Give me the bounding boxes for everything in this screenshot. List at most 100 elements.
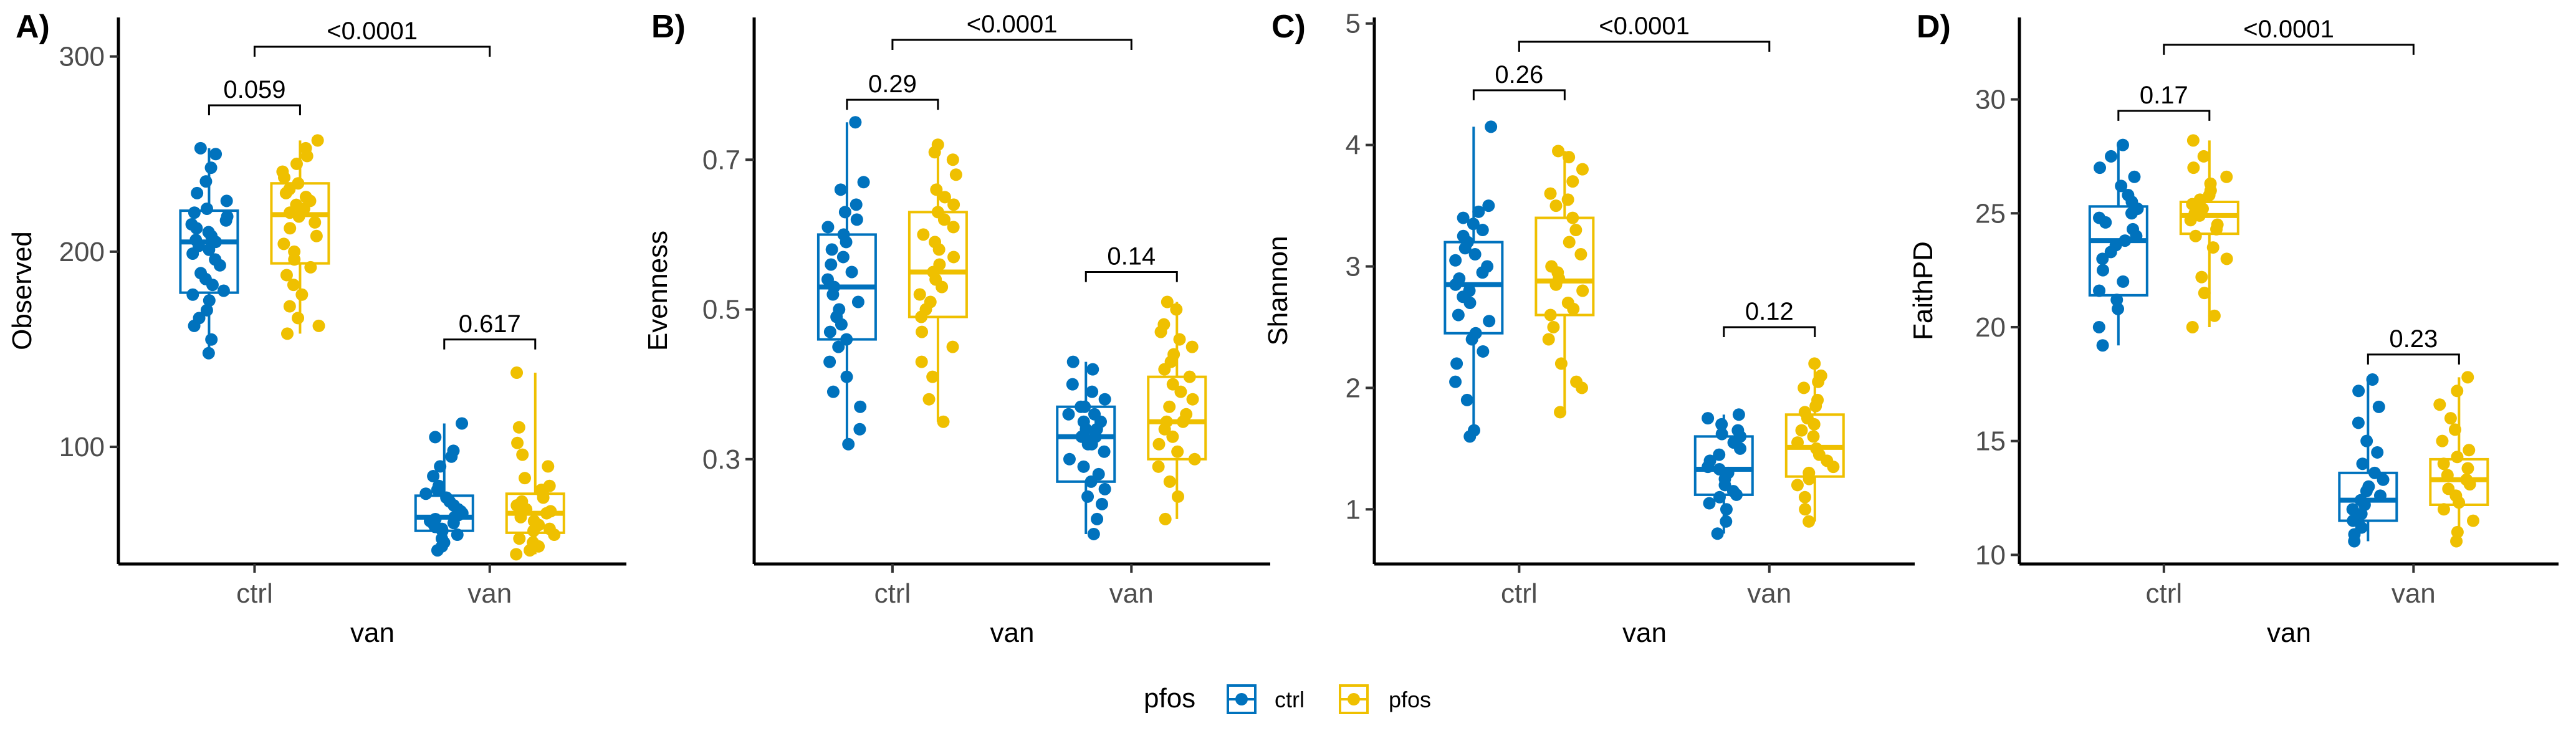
data-point xyxy=(1791,436,1804,449)
data-point xyxy=(277,237,290,251)
data-point xyxy=(1453,272,1466,285)
data-point xyxy=(511,436,524,449)
y-tick-label: 200 xyxy=(59,237,105,267)
legend: pfos ctrl pfos xyxy=(1144,683,1431,714)
panel-label: A) xyxy=(16,9,50,45)
legend-title: pfos xyxy=(1144,683,1195,714)
data-point xyxy=(916,325,929,338)
data-point xyxy=(1713,490,1726,504)
data-point xyxy=(189,234,203,247)
significance-bracket: <0.0001 xyxy=(253,17,491,57)
data-point xyxy=(2198,287,2211,300)
x-axis-title: van xyxy=(1622,618,1667,648)
data-point xyxy=(1814,369,1827,382)
data-point xyxy=(1570,375,1583,388)
data-point xyxy=(1450,357,1463,370)
data-point xyxy=(1808,357,1821,370)
data-point xyxy=(2373,489,2387,502)
y-axis-title: Observed xyxy=(7,231,37,350)
data-point xyxy=(440,491,453,504)
bracket-line xyxy=(253,45,491,57)
data-point xyxy=(840,370,853,383)
data-point xyxy=(1468,248,1482,261)
box-ctrl-ctrl xyxy=(816,116,877,451)
data-point xyxy=(821,273,834,286)
data-point xyxy=(1569,224,1582,237)
data-point xyxy=(299,141,312,155)
data-point xyxy=(1720,503,1733,516)
data-point xyxy=(2466,514,2479,527)
data-point xyxy=(2371,446,2384,459)
data-point xyxy=(312,319,325,332)
data-point xyxy=(1791,479,1804,492)
data-point xyxy=(1482,199,1495,213)
x-tick-label-van: van xyxy=(1109,578,1154,609)
significance-bracket: 0.26 xyxy=(1472,61,1566,100)
data-point xyxy=(1561,193,1574,206)
box-van-ctrl xyxy=(1056,355,1116,540)
data-point xyxy=(1166,430,1179,443)
bracket-line xyxy=(2367,353,2460,365)
x-axis-title: van xyxy=(2267,618,2311,648)
data-point xyxy=(2096,264,2109,277)
data-point xyxy=(1062,408,1075,421)
data-point xyxy=(543,479,556,492)
data-point xyxy=(513,532,526,545)
data-point xyxy=(2437,457,2450,471)
legend-key-ctrl xyxy=(1227,684,1257,714)
data-point xyxy=(283,183,296,196)
data-point xyxy=(2186,134,2200,147)
data-point xyxy=(209,253,222,266)
data-point xyxy=(922,393,936,406)
p-value-label: <0.0001 xyxy=(327,17,418,45)
data-point xyxy=(1703,497,1716,510)
data-point xyxy=(833,303,846,316)
panel-label: C) xyxy=(1271,9,1306,45)
data-point xyxy=(1159,512,1172,525)
p-value-label: 0.29 xyxy=(868,70,917,98)
data-point xyxy=(200,303,213,317)
data-point xyxy=(836,251,850,264)
data-point xyxy=(946,340,959,353)
data-point xyxy=(915,355,928,368)
data-point xyxy=(299,191,312,204)
data-point xyxy=(1087,527,1100,540)
data-point xyxy=(2461,371,2474,384)
data-point xyxy=(845,265,858,279)
data-point xyxy=(924,295,937,308)
data-point xyxy=(1472,205,1485,218)
p-value-label: 0.059 xyxy=(223,76,285,103)
data-point xyxy=(1547,320,1560,333)
data-point xyxy=(1561,296,1574,309)
data-point xyxy=(1807,430,1820,443)
y-tick-label: 4 xyxy=(1346,130,1361,161)
data-point xyxy=(288,245,301,258)
data-point xyxy=(1702,412,1715,425)
data-point xyxy=(1715,428,1728,441)
y-tick-label: 3 xyxy=(1346,252,1361,282)
data-point xyxy=(276,165,289,178)
box-ctrl-pfos xyxy=(907,138,968,428)
data-point xyxy=(2112,302,2125,315)
data-point xyxy=(1810,442,1823,455)
data-point xyxy=(1476,224,1489,237)
data-point xyxy=(1545,260,1558,273)
data-point xyxy=(1161,295,1174,308)
data-point xyxy=(2115,179,2128,193)
panel-label: D) xyxy=(1917,9,1951,45)
data-point xyxy=(1563,236,1576,249)
significance-bracket: 0.14 xyxy=(1085,242,1178,282)
data-point xyxy=(1188,452,1201,466)
x-axis-title: van xyxy=(990,618,1035,648)
data-point xyxy=(2356,457,2369,471)
data-point xyxy=(2451,525,2464,538)
data-point xyxy=(542,460,555,473)
data-point xyxy=(1576,284,1589,297)
data-point xyxy=(2448,423,2461,436)
data-point xyxy=(544,505,557,518)
data-point xyxy=(1485,120,1498,133)
bracket-line xyxy=(208,104,301,115)
data-point xyxy=(2206,241,2219,254)
data-point xyxy=(1449,375,1462,388)
data-point xyxy=(194,141,207,155)
